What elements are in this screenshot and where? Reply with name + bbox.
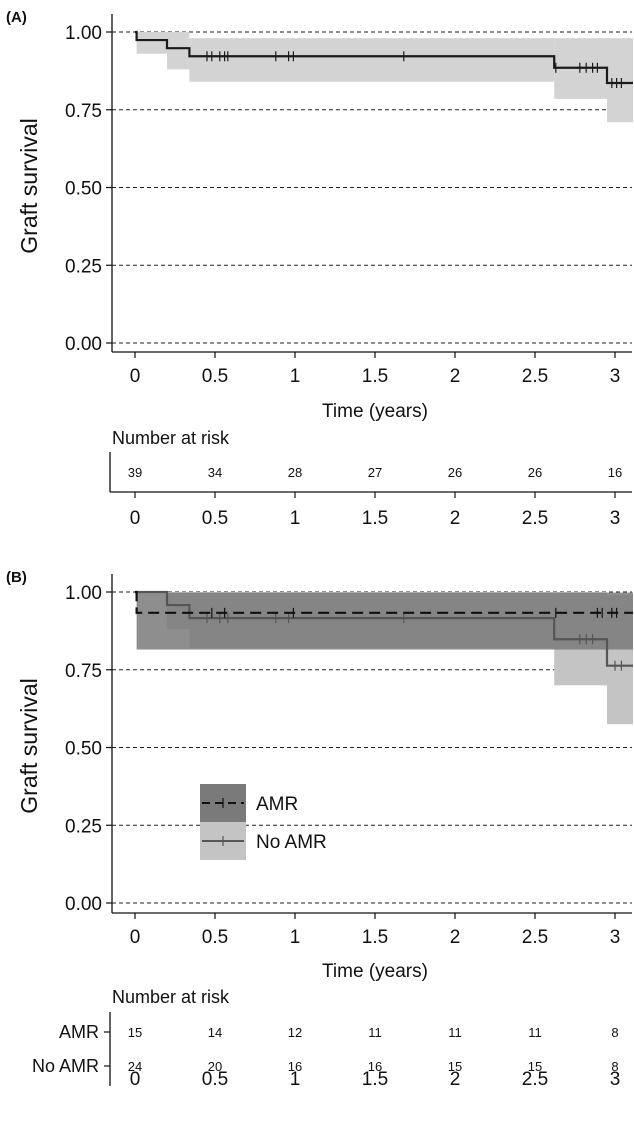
risk-count: 24 (128, 1059, 142, 1074)
risk-count: 11 (368, 1025, 382, 1040)
x-tick-label: 0.5 (202, 366, 228, 387)
y-tick-label: 0.75 (65, 101, 102, 122)
legend: AMR No AMR (200, 784, 327, 860)
risk-count: 16 (368, 1059, 382, 1074)
risk-time-label: 0.5 (202, 508, 228, 529)
risk-count: 26 (528, 465, 542, 480)
y-tick-label: 0.75 (65, 661, 102, 682)
risk-row-label: AMR (59, 1022, 99, 1042)
risk-time-label: 2 (450, 1069, 461, 1090)
y-tick-label: 0.00 (65, 894, 102, 915)
ci-band-segment (607, 38, 633, 123)
risk-count: 8 (611, 1059, 618, 1074)
x-tick-label: 1.5 (362, 927, 388, 948)
risk-time-label: 1.5 (362, 508, 388, 529)
risk-count: 11 (448, 1025, 462, 1040)
risk-count: 28 (288, 465, 302, 480)
x-tick-label: 2.5 (522, 366, 548, 387)
x-tick-label: 3 (610, 366, 621, 387)
risk-time-label: 1 (290, 1069, 301, 1090)
legend-label: No AMR (256, 832, 327, 853)
risk-time-label: 0 (130, 1069, 141, 1090)
ci-band-segment (167, 32, 190, 70)
risk-count: 8 (611, 1025, 618, 1040)
risk-row-label: No AMR (32, 1056, 99, 1076)
risk-time-label: 2.5 (522, 1069, 548, 1090)
chart-panel-a: (A)0.000.250.500.751.000 0.5 1 1.5 2 2.5 3Graf… (6, 9, 633, 529)
survival-curve-no-amr (135, 590, 633, 667)
risk-count: 11 (528, 1025, 542, 1040)
x-tick-label: 1 (290, 366, 301, 387)
risk-time-label: 0.5 (202, 1069, 228, 1090)
panel-label: (A) (6, 9, 27, 26)
risk-table: Number at risk 39 34 28 27 26 26 16 0 0.5 1 1.5 2 2.5… (109, 428, 632, 529)
risk-time-label: 2.5 (522, 508, 548, 529)
axes: 0.00 0.25 0.50 0.75 1.00 0 0.5 1 1.5 2 2.5 3 (65, 574, 632, 948)
x-tick-label: 2 (450, 927, 461, 948)
legend-label: AMR (256, 794, 298, 815)
risk-time-label: 0 (130, 508, 141, 529)
ci-band-segment (136, 32, 167, 54)
risk-table-title: Number at risk (112, 428, 230, 448)
risk-time-label: 2 (450, 508, 461, 529)
x-tick-label: 0 (130, 927, 141, 948)
risk-time-label: 1.5 (362, 1069, 388, 1090)
y-tick-label: 0.50 (65, 739, 102, 760)
risk-count: 15 (128, 1025, 142, 1040)
y-axis-title: Graft survival (16, 118, 42, 253)
x-axis-title: Time (years) (322, 401, 428, 422)
x-axis-title: Time (years) (322, 961, 428, 982)
survival-curve-amr (135, 590, 633, 614)
risk-count: 39 (128, 465, 142, 480)
chart-panel-b: (B)0.000.250.500.751.000 0.5 1 1.5 2 2.5 3Graf… (6, 569, 633, 1090)
risk-count: 20 (208, 1059, 222, 1074)
ci-band-segment (136, 592, 633, 650)
survival-curve (135, 30, 633, 85)
risk-count: 12 (288, 1025, 302, 1040)
risk-count: 27 (368, 465, 382, 480)
x-tick-label: 0 (130, 366, 141, 387)
ci-bands (136, 592, 633, 725)
risk-time-label: 1 (290, 508, 301, 529)
y-tick-label: 1.00 (65, 23, 102, 44)
y-tick-label: 0.25 (65, 256, 102, 277)
risk-table-title: Number at risk (112, 987, 230, 1007)
risk-count: 16 (288, 1059, 302, 1074)
y-tick-label: 0.50 (65, 179, 102, 200)
risk-count: 26 (448, 465, 462, 480)
risk-count: 15 (528, 1059, 542, 1074)
x-tick-label: 3 (610, 927, 621, 948)
risk-time-label: 3 (610, 1069, 621, 1090)
x-tick-label: 2.5 (522, 927, 548, 948)
x-tick-label: 2 (450, 366, 461, 387)
grid (112, 31, 632, 344)
axes: 0.00 0.25 0.50 0.75 1.00 0 0.5 1 1.5 2 2.5 3 (65, 14, 632, 387)
risk-count: 16 (608, 465, 622, 480)
risk-count: 14 (208, 1025, 222, 1040)
x-tick-label: 0.5 (202, 927, 228, 948)
panel-label: (B) (6, 569, 27, 586)
x-tick-label: 1 (290, 927, 301, 948)
y-tick-label: 0.00 (65, 334, 102, 355)
x-tick-label: 1.5 (362, 366, 388, 387)
ci-band-segment (189, 38, 555, 82)
y-tick-label: 0.25 (65, 816, 102, 837)
risk-count: 34 (208, 465, 222, 480)
ci-bands (136, 32, 633, 123)
y-tick-label: 1.00 (65, 583, 102, 604)
survival-curves (135, 590, 633, 671)
risk-time-label: 3 (610, 508, 621, 529)
risk-count: 15 (448, 1059, 462, 1074)
y-axis-title: Graft survival (16, 678, 42, 813)
survival-curves (135, 30, 633, 89)
